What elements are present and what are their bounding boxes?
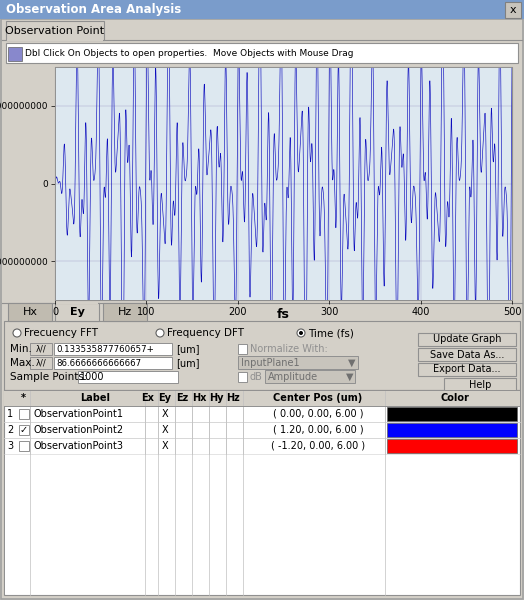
Text: 3: 3	[7, 441, 13, 451]
Text: InputPlane1: InputPlane1	[241, 358, 300, 368]
Bar	[4, 390, 520, 406]
Bar	[418, 348, 516, 361]
Text: ObservationPoint2: ObservationPoint2	[33, 425, 123, 435]
Bar	[55, 303, 99, 321]
Text: Normalize With:: Normalize With:	[250, 344, 328, 354]
Text: X: X	[162, 425, 168, 435]
Text: Color: Color	[441, 393, 470, 403]
Bar	[7, 39, 103, 41]
Text: *: *	[20, 393, 26, 403]
Text: Observation Point: Observation Point	[5, 26, 105, 36]
Circle shape	[156, 329, 164, 337]
Text: ( -1.20, 0.00, 6.00 ): ( -1.20, 0.00, 6.00 )	[271, 441, 365, 451]
Text: Ex: Ex	[141, 393, 155, 403]
Bar	[238, 372, 247, 382]
Bar	[54, 343, 172, 355]
Text: 0.133535877760657+: 0.133535877760657+	[56, 344, 154, 353]
Bar	[19, 409, 29, 419]
Text: Ey: Ey	[70, 307, 84, 317]
Circle shape	[297, 329, 305, 337]
Text: ✓: ✓	[20, 425, 28, 435]
Text: Center Pos (um): Center Pos (um)	[274, 393, 363, 403]
Text: Export Data...: Export Data...	[433, 364, 501, 374]
Text: Max.: Max.	[10, 358, 35, 368]
Bar	[387, 439, 517, 453]
Bar	[505, 2, 521, 18]
Bar	[30, 343, 52, 355]
Bar	[387, 423, 517, 437]
Text: Hy: Hy	[209, 393, 223, 403]
Text: Help: Help	[469, 379, 491, 389]
Bar	[8, 303, 52, 321]
Bar	[4, 321, 520, 390]
Text: Hx: Hx	[192, 393, 206, 403]
Text: Hz: Hz	[118, 307, 132, 317]
Circle shape	[13, 329, 21, 337]
Text: λ//: λ//	[36, 344, 47, 353]
Text: dB: dB	[250, 372, 263, 382]
Text: Update Graph: Update Graph	[433, 335, 501, 344]
Bar	[56, 302, 98, 304]
Bar	[5, 454, 519, 594]
Bar	[19, 425, 29, 435]
Text: ( 1.20, 0.00, 6.00 ): ( 1.20, 0.00, 6.00 )	[272, 425, 363, 435]
Text: Ez: Ez	[176, 393, 188, 403]
Bar	[55, 67, 512, 300]
Text: Frequency DFT: Frequency DFT	[167, 328, 244, 338]
Bar	[265, 370, 355, 383]
Bar	[54, 357, 172, 369]
Text: 1000: 1000	[80, 372, 104, 382]
Bar	[238, 356, 358, 369]
Text: Hx: Hx	[23, 307, 38, 317]
Text: Ey: Ey	[158, 393, 171, 403]
Bar	[78, 371, 178, 383]
Bar	[238, 344, 247, 354]
Bar	[0, 0, 524, 19]
Text: ObservationPoint3: ObservationPoint3	[33, 441, 123, 451]
Text: Label: Label	[80, 393, 110, 403]
Text: 86.6666666666667: 86.6666666666667	[56, 358, 141, 367]
Circle shape	[299, 331, 303, 335]
Bar	[103, 303, 147, 321]
Text: x: x	[510, 5, 516, 15]
Text: [um]: [um]	[176, 344, 200, 354]
Text: [um]: [um]	[176, 358, 200, 368]
Text: Save Data As...: Save Data As...	[430, 349, 504, 359]
Bar	[387, 407, 517, 421]
Text: 2: 2	[7, 425, 13, 435]
Bar	[30, 357, 52, 369]
Text: Sample Points:: Sample Points:	[10, 372, 88, 382]
Text: Amplitude: Amplitude	[268, 372, 318, 382]
Text: X: X	[162, 441, 168, 451]
Text: ObservationPoint1: ObservationPoint1	[33, 409, 123, 419]
Bar	[19, 441, 29, 451]
Text: Frecuency FFT: Frecuency FFT	[24, 328, 98, 338]
Text: Time (fs): Time (fs)	[308, 328, 354, 338]
Bar	[8, 47, 22, 61]
Text: X: X	[162, 409, 168, 419]
Text: Dbl Click On Objects to open properties.  Move Objects with Mouse Drag: Dbl Click On Objects to open properties.…	[25, 49, 354, 58]
Text: Hz: Hz	[226, 393, 240, 403]
Text: ( 0.00, 0.00, 6.00 ): ( 0.00, 0.00, 6.00 )	[273, 409, 363, 419]
Bar	[444, 378, 516, 391]
Text: ▼: ▼	[348, 358, 356, 368]
Text: Observation Area Analysis: Observation Area Analysis	[6, 4, 181, 16]
Bar	[6, 43, 518, 63]
Text: fs: fs	[277, 307, 290, 320]
Text: ▼: ▼	[346, 372, 354, 382]
Text: λ//: λ//	[36, 358, 47, 367]
Bar	[4, 390, 520, 595]
Text: 1: 1	[7, 409, 13, 419]
Bar	[418, 333, 516, 346]
Bar	[6, 21, 104, 40]
Text: Min.: Min.	[10, 344, 32, 354]
Bar	[418, 363, 516, 376]
